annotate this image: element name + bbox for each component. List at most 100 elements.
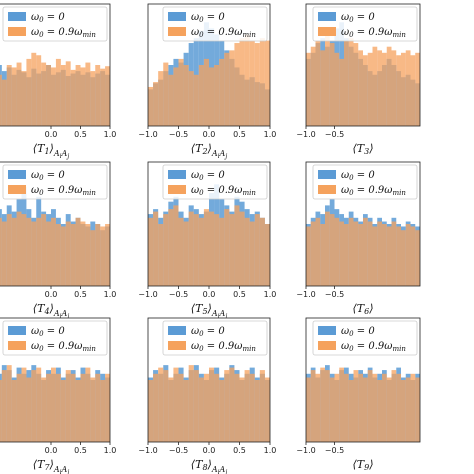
x-tick-label: 1.0 <box>104 130 117 139</box>
bar-omega0-09min <box>168 377 174 442</box>
legend-box <box>312 164 418 200</box>
bar-omega0-09min <box>363 377 368 442</box>
bar-omega0-09min <box>348 38 354 126</box>
histogram-panel-8: −1.0 −0.5 0.0 0.5 1.0 ⟨T8⟩AiAj ω0 = 0 ω0 = 0.9ω… <box>138 317 277 474</box>
bar-omega0-09min <box>51 217 56 286</box>
bar-omega0-09min <box>325 211 330 286</box>
legend-swatch-orange <box>168 341 186 350</box>
legend-swatch-blue <box>318 170 336 179</box>
bar-omega0-09min <box>372 373 378 442</box>
bar-omega0-09min <box>382 373 387 442</box>
legend-label: ω0 = 0.9ωmin <box>341 27 406 39</box>
bar-omega0-09min <box>396 226 401 286</box>
bar-omega0-09min <box>214 214 220 286</box>
legend-swatch-blue <box>318 326 336 335</box>
bar-omega0-09min <box>259 38 265 126</box>
bar-omega0-09min <box>391 221 397 286</box>
bar-omega0-09min <box>229 367 235 442</box>
legend-label: ω0 = 0 <box>31 170 65 182</box>
bar-omega0-09min <box>173 205 179 286</box>
bar-omega0-09min <box>386 46 392 127</box>
bar-omega0-09min <box>55 373 61 442</box>
bar-omega0-09min <box>55 224 61 286</box>
bar-omega0-09min <box>70 373 76 442</box>
bar-omega0-09min <box>158 224 164 286</box>
legend-swatch-orange <box>318 341 336 350</box>
x-tick-label: 0.5 <box>74 290 87 299</box>
x-tick-label: −0.5 <box>169 130 188 139</box>
x-tick-label: 0.0 <box>45 130 58 139</box>
bar-omega0-09min <box>0 217 2 286</box>
x-tick-label: 1.0 <box>264 446 277 455</box>
bar-omega0-09min <box>264 40 270 126</box>
bar-omega0-09min <box>353 221 359 286</box>
bar-omega0-09min <box>65 221 71 286</box>
bar-omega0-09min <box>244 217 250 286</box>
legend-label: ω0 = 0.9ωmin <box>341 185 406 197</box>
bar-omega0-09min <box>377 380 382 442</box>
bar-omega0-09min <box>46 373 51 442</box>
bar-omega0-09min <box>178 58 184 126</box>
x-tick-label: 0.0 <box>203 290 216 299</box>
histogram-panel-7: 0.0 0.5 1.0 ⟨T7⟩AiAj ω0 = 0 ω0 = 0.9ωmin <box>0 317 117 474</box>
legend-label: ω0 = 0.9ωmin <box>341 341 406 353</box>
bar-omega0-09min <box>209 367 215 442</box>
bar-omega0-09min <box>325 34 330 126</box>
bar-omega0-09min <box>410 226 416 286</box>
bar-omega0-09min <box>415 52 420 126</box>
bar-omega0-09min <box>46 65 51 126</box>
x-tick-label: −1.0 <box>296 130 315 139</box>
bar-omega0-09min <box>26 217 32 286</box>
bar-omega0-09min <box>353 43 359 126</box>
bar-omega0-09min <box>41 62 47 126</box>
bar-omega0-09min <box>46 221 51 286</box>
bar-omega0-09min <box>16 62 22 126</box>
bar-omega0-09min <box>372 226 378 286</box>
bar-omega0-09min <box>239 211 245 286</box>
bar-omega0-09min <box>95 373 101 442</box>
bar-omega0-09min <box>188 365 194 442</box>
bar-omega0-09min <box>1 370 7 442</box>
x-tick-label: 0.5 <box>233 290 246 299</box>
bar-omega0-09min <box>386 377 392 442</box>
bar-omega0-09min <box>85 224 91 286</box>
x-tick-label: 0.5 <box>74 446 87 455</box>
bar-omega0-09min <box>224 52 230 126</box>
legend-swatch-blue <box>168 326 186 335</box>
bar-omega0-09min <box>153 82 159 126</box>
x-axis-label: ⟨T2⟩AiAj <box>191 142 228 160</box>
x-tick-label: 1.0 <box>104 446 117 455</box>
bar-omega0-09min <box>367 221 373 286</box>
histogram-panel-1: 0.0 0.5 1.0 ⟨T1⟩AiAj ω0 = 0 ω0 = 0.9ωmin <box>0 3 117 160</box>
bar-omega0-09min <box>21 214 27 286</box>
x-tick-label: 1.0 <box>104 290 117 299</box>
bar-omega0-09min <box>396 55 401 126</box>
legend-label: ω0 = 0 <box>31 12 65 24</box>
bar-omega0-09min <box>163 62 169 126</box>
axes-frame <box>305 3 421 127</box>
bar-omega0-09min <box>21 367 27 442</box>
bar-omega0-09min <box>168 74 174 126</box>
bar-omega0-09min <box>36 55 42 126</box>
legend-label: ω0 = 0.9ωmin <box>191 341 256 353</box>
bar-omega0-09min <box>6 214 12 286</box>
bar-omega0-09min <box>358 224 363 286</box>
histogram-panel-4: 0.0 0.5 1.0 ⟨T4⟩AiAj ω0 = 0 ω0 = 0.9ωmin <box>0 161 117 320</box>
x-axis-label: ⟨T4⟩AiAj <box>33 302 70 320</box>
bar-omega0-09min <box>31 221 37 286</box>
bar-omega0-09min <box>203 58 209 126</box>
bar-omega0-09min <box>203 209 209 286</box>
bar-omega0-09min <box>315 373 321 442</box>
legend-label: ω0 = 0 <box>191 326 225 338</box>
x-axis-label: ⟨T7⟩AiAj <box>33 458 70 474</box>
bar-omega0-09min <box>367 52 373 126</box>
bar-omega0-09min <box>1 79 7 126</box>
bar-omega0-09min <box>306 377 311 442</box>
bar-omega0-09min <box>188 211 194 286</box>
bar-omega0-09min <box>80 221 86 286</box>
x-tick-label: 0.5 <box>233 446 246 455</box>
bar-omega0-09min <box>75 380 81 442</box>
bar-omega0-09min <box>382 224 387 286</box>
bar-omega0-09min <box>100 380 106 442</box>
bar-omega0-09min <box>244 34 250 126</box>
